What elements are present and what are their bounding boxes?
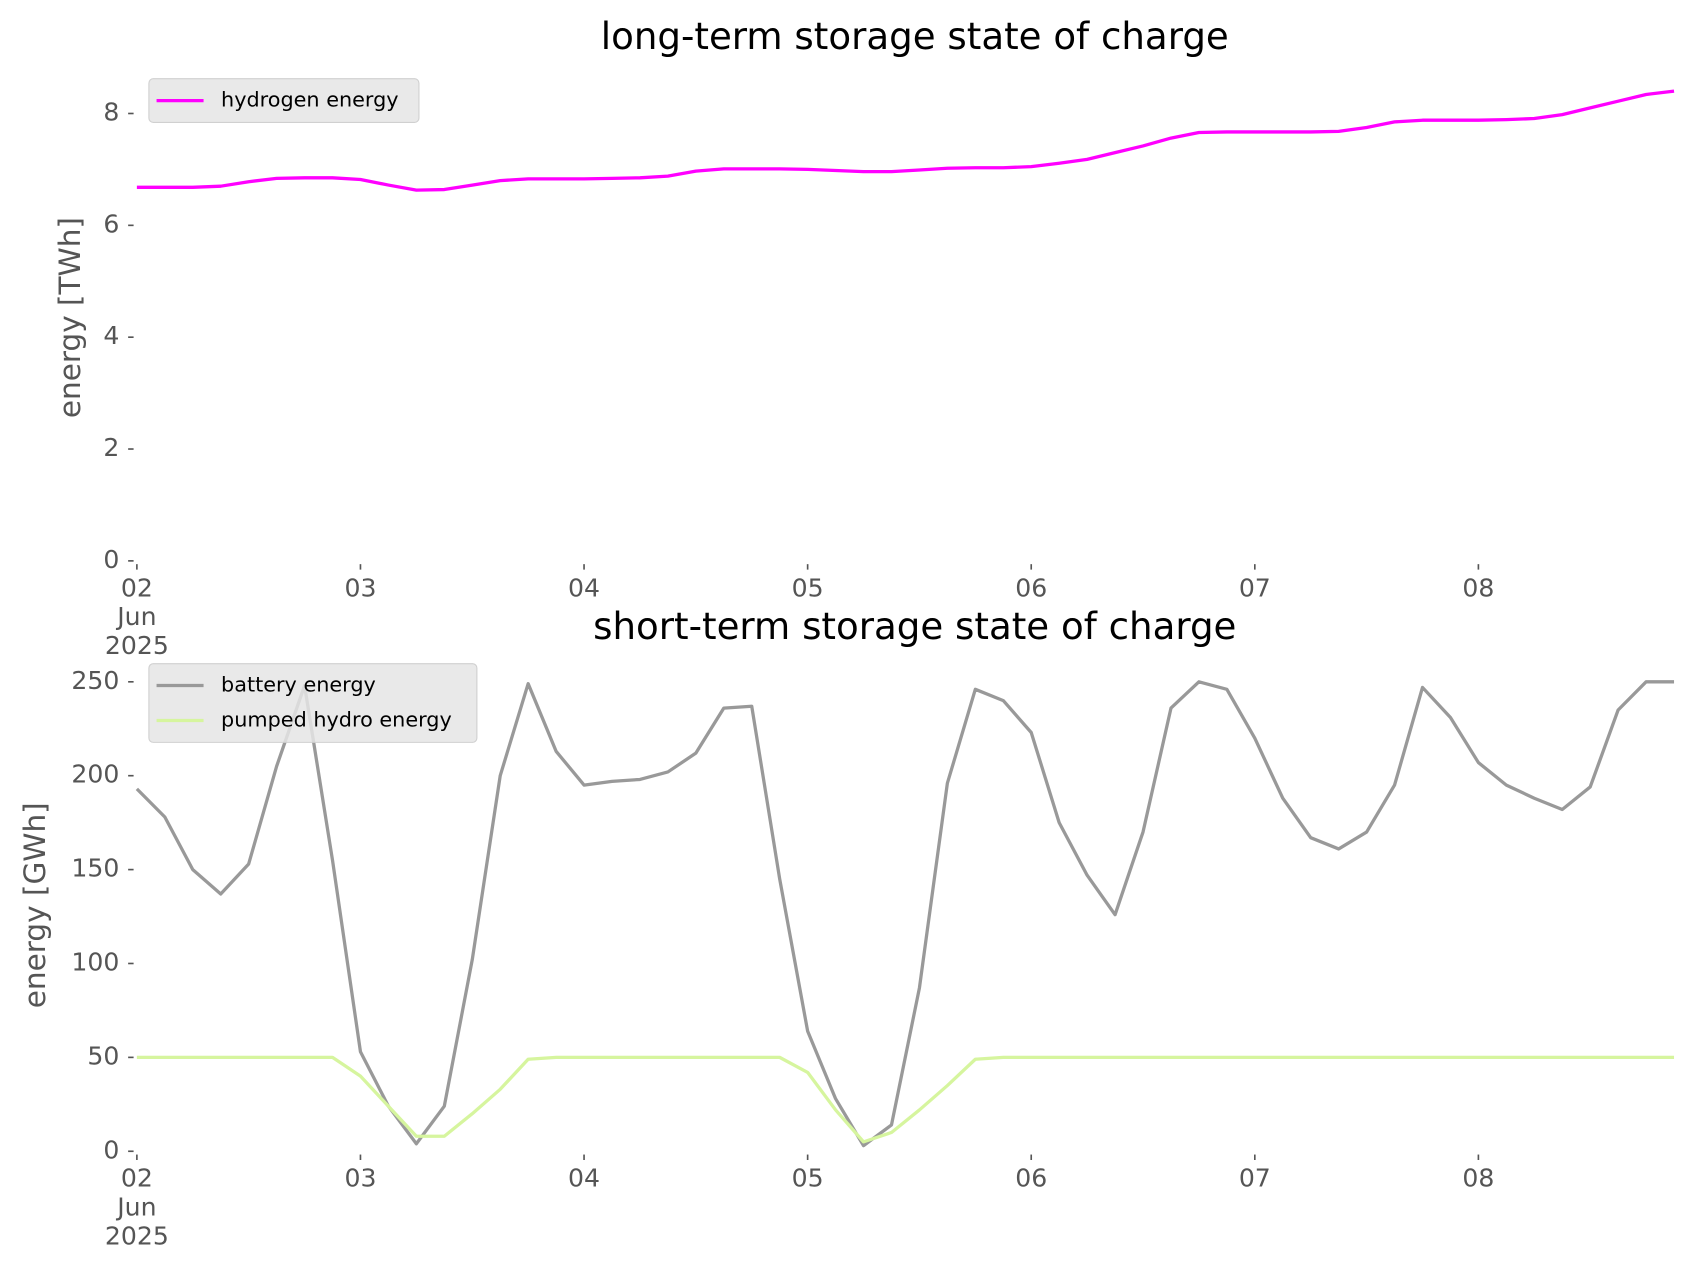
y-tick-label: 6 — [103, 209, 119, 238]
series-line — [135, 680, 1675, 1148]
legend-label: battery energy — [221, 673, 376, 697]
x-tick-label: 06 — [1015, 573, 1047, 602]
y-tick-label: 100 — [71, 947, 119, 976]
x-tick-label: 05 — [792, 1164, 824, 1193]
chart-title: long-term storage state of charge — [601, 14, 1229, 58]
y-tick-label: 200 — [71, 760, 119, 789]
x-tick-label: 08 — [1462, 573, 1494, 602]
x-tick-label: 04 — [568, 573, 600, 602]
x-tick-label: 07 — [1239, 573, 1271, 602]
y-tick-label: 0 — [103, 1135, 119, 1164]
y-tick-label: 0 — [103, 545, 119, 574]
series-line — [136, 89, 1675, 192]
y-axis-label: energy [TWh] — [53, 217, 87, 418]
x-tick-label: 03 — [344, 573, 376, 602]
x-tick-label: 07 — [1239, 1164, 1271, 1193]
legend-label: pumped hydro energy — [221, 707, 452, 731]
x-tick-label: 05 — [792, 573, 824, 602]
x-tick-label: 02 Jun 2025 — [105, 1164, 169, 1251]
legend-label: hydrogen energy — [221, 88, 398, 112]
x-tick-label: 06 — [1015, 1164, 1047, 1193]
legend-box — [148, 663, 478, 743]
y-tick-label: 50 — [87, 1041, 119, 1070]
y-axis-label: energy [GWh] — [18, 802, 52, 1008]
y-tick-label: 150 — [71, 854, 119, 883]
x-tick-label: 02 Jun 2025 — [105, 573, 169, 660]
legend-box — [148, 78, 420, 123]
series-line — [136, 1055, 1675, 1144]
x-tick-label: 04 — [568, 1164, 600, 1193]
y-tick-label: 4 — [103, 321, 119, 350]
y-tick-label: 8 — [103, 97, 119, 126]
x-tick-label: 03 — [344, 1164, 376, 1193]
chart-title: short-term storage state of charge — [593, 604, 1236, 648]
y-tick-label: 250 — [71, 666, 119, 695]
y-tick-label: 2 — [103, 433, 119, 462]
x-tick-label: 08 — [1462, 1164, 1494, 1193]
